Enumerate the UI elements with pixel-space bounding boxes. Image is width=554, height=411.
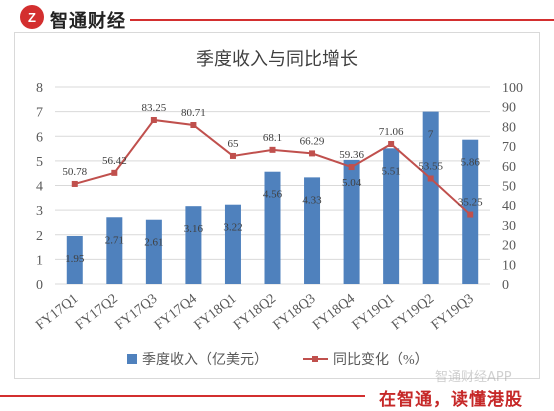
line-point bbox=[111, 169, 118, 176]
line-value-label: 66.29 bbox=[300, 135, 325, 147]
brand-logo-icon: Z bbox=[20, 5, 44, 29]
y-left-tick-label: 3 bbox=[36, 204, 43, 219]
y-left-tick-label: 2 bbox=[36, 229, 43, 244]
y-right-tick-label: 80 bbox=[502, 120, 516, 135]
bar bbox=[383, 148, 400, 284]
y-left-tick-label: 4 bbox=[36, 180, 43, 195]
x-tick-label: FY17Q2 bbox=[73, 291, 121, 333]
x-tick-label: FY19Q2 bbox=[389, 291, 437, 333]
y-right-tick-label: 100 bbox=[502, 81, 523, 96]
bar bbox=[185, 206, 202, 284]
line-value-label: 83.25 bbox=[141, 102, 166, 114]
x-tick-label: FY18Q4 bbox=[310, 291, 358, 333]
line-value-label: 53.55 bbox=[418, 161, 443, 173]
bar-value-label: 2.61 bbox=[144, 237, 163, 249]
bar bbox=[106, 217, 123, 284]
watermark: 智通财经APP bbox=[435, 370, 512, 385]
y-right-tick-label: 10 bbox=[502, 258, 516, 273]
x-tick-label: FY19Q1 bbox=[350, 291, 398, 333]
bar bbox=[343, 159, 360, 284]
line-point bbox=[309, 150, 316, 157]
y-left-tick-label: 1 bbox=[36, 253, 43, 268]
bar bbox=[304, 177, 321, 284]
chart-title: 季度收入与同比增长 bbox=[196, 49, 358, 69]
legend-line-label: 同比变化（%） bbox=[333, 352, 429, 368]
y-right-tick-label: 60 bbox=[502, 160, 516, 175]
bar-value-label: 2.71 bbox=[105, 234, 124, 246]
y-left-tick-label: 7 bbox=[36, 106, 43, 121]
x-tick-label: FY17Q3 bbox=[112, 291, 160, 333]
bar bbox=[422, 111, 439, 284]
y-left-tick-label: 5 bbox=[36, 155, 43, 170]
line-value-label: 65 bbox=[227, 138, 239, 150]
y-right-tick-label: 30 bbox=[502, 219, 516, 234]
y-right-tick-label: 20 bbox=[502, 239, 516, 254]
x-tick-label: FY18Q2 bbox=[231, 291, 279, 333]
bar-value-label: 5.04 bbox=[342, 177, 362, 189]
header: Z 智通财经 bbox=[0, 0, 554, 36]
line-point bbox=[467, 211, 474, 218]
bar bbox=[264, 171, 281, 284]
line-value-label: 59.36 bbox=[339, 149, 364, 161]
x-tick-label: FY19Q3 bbox=[429, 291, 477, 333]
bar-value-label: 5.86 bbox=[461, 157, 481, 169]
bar-value-label: 4.33 bbox=[302, 194, 322, 206]
line-point bbox=[348, 164, 355, 171]
y-right-tick-label: 90 bbox=[502, 101, 516, 116]
line-value-label: 56.42 bbox=[102, 155, 127, 167]
bar bbox=[224, 204, 241, 284]
header-rule bbox=[130, 19, 554, 21]
bar bbox=[66, 235, 83, 284]
legend-line-marker bbox=[312, 356, 318, 362]
y-left-tick-label: 0 bbox=[36, 278, 43, 293]
line-value-label: 68.1 bbox=[263, 132, 282, 144]
bar-value-label: 7 bbox=[428, 129, 434, 141]
x-tick-label: FY17Q4 bbox=[152, 291, 200, 333]
line-value-label: 35.25 bbox=[458, 197, 483, 209]
y-left-tick-label: 8 bbox=[36, 81, 43, 96]
y-right-tick-label: 0 bbox=[502, 278, 509, 293]
x-tick-label: FY17Q1 bbox=[33, 291, 81, 333]
line-point bbox=[150, 116, 157, 123]
legend-bar-label: 季度收入（亿美元） bbox=[142, 352, 268, 368]
footer-slogan: 在智通，读懂港股 bbox=[379, 390, 523, 410]
line-value-label: 50.78 bbox=[62, 166, 87, 178]
footer: 在智通，读懂港股 bbox=[0, 381, 554, 411]
x-tick-label: FY18Q1 bbox=[192, 291, 240, 333]
line-value-label: 71.06 bbox=[379, 126, 404, 138]
line-value-label: 80.71 bbox=[181, 107, 206, 119]
y-right-tick-label: 70 bbox=[502, 140, 516, 155]
brand-name: 智通财经 bbox=[50, 11, 126, 32]
bar-value-label: 5.51 bbox=[382, 165, 401, 177]
line-point bbox=[71, 180, 78, 187]
bar-value-label: 3.16 bbox=[184, 223, 204, 235]
bar-value-label: 3.22 bbox=[223, 222, 242, 234]
y-left-tick-label: 6 bbox=[36, 130, 43, 145]
line-point bbox=[388, 141, 395, 148]
y-right-tick-label: 50 bbox=[502, 180, 516, 195]
bar-value-label: 4.56 bbox=[263, 189, 283, 201]
bar-value-label: 1.95 bbox=[65, 253, 85, 265]
x-tick-label: FY18Q3 bbox=[271, 291, 319, 333]
bar bbox=[145, 219, 162, 284]
line-point bbox=[229, 152, 236, 159]
footer-rule bbox=[0, 395, 365, 397]
line-point bbox=[427, 175, 434, 182]
legend-bar-swatch bbox=[127, 354, 137, 364]
y-right-tick-label: 40 bbox=[502, 199, 516, 214]
line-point bbox=[269, 146, 276, 153]
line-point bbox=[190, 122, 197, 129]
